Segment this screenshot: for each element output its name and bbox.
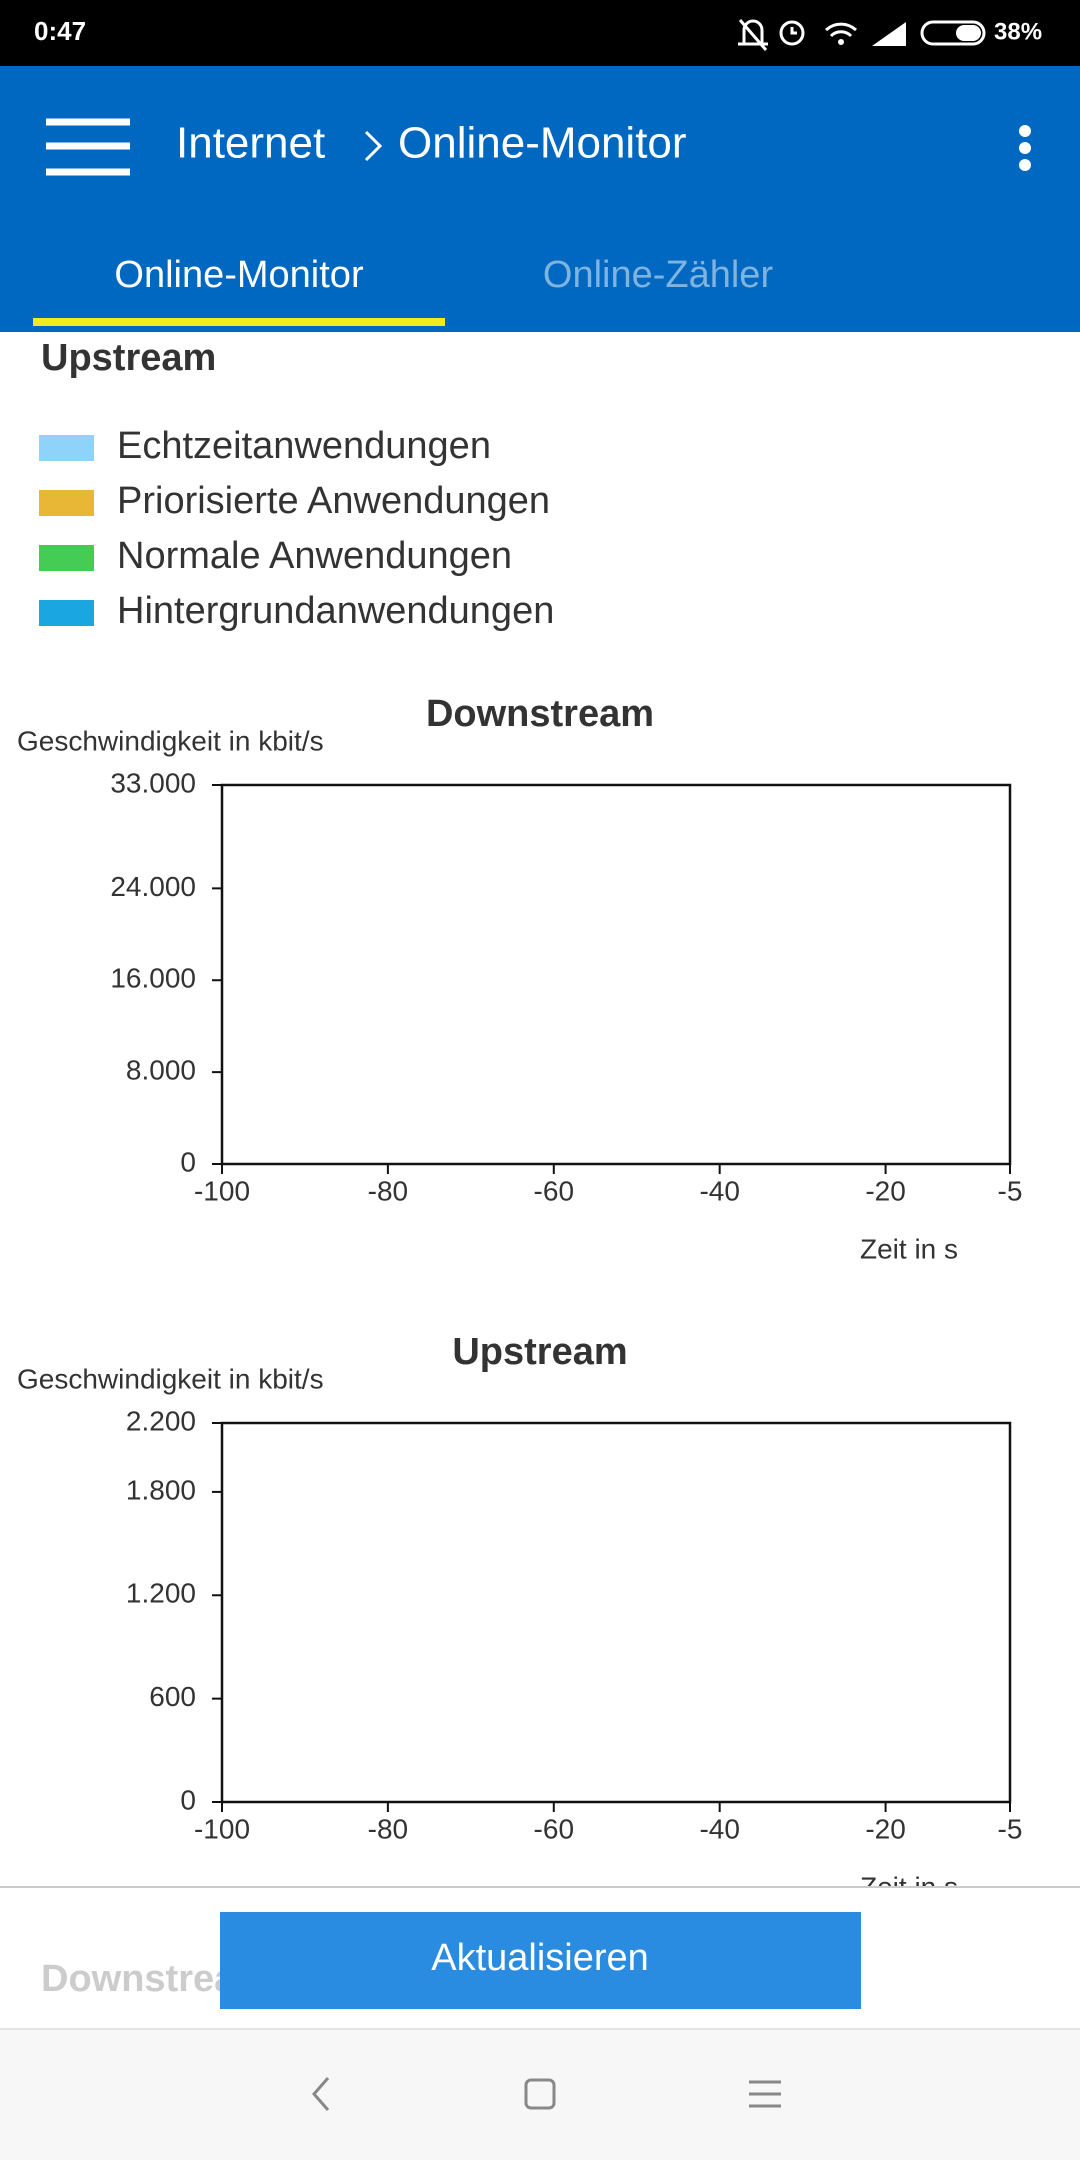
tab[interactable]: Online-Zähler: [543, 254, 774, 296]
legend-swatch: [39, 600, 94, 626]
x-tick-label: -80: [368, 1813, 408, 1844]
battery-level: [956, 25, 981, 41]
legend-label: Normale Anwendungen: [117, 535, 512, 577]
x-tick-label: -20: [865, 1813, 905, 1844]
nav-recents[interactable]: [749, 2080, 781, 2108]
nav-bar: [0, 2029, 1080, 2160]
refresh-button[interactable]: [220, 1912, 861, 2009]
tab-indicator: [33, 318, 445, 326]
chart-title: Downstream: [426, 693, 654, 735]
y-tick-label: 0: [180, 1784, 196, 1815]
y-tick-label: 0: [180, 1146, 196, 1177]
nav-home[interactable]: [524, 2078, 556, 2110]
legend-label: Hintergrundanwendungen: [117, 590, 554, 632]
menu-button[interactable]: [46, 118, 130, 176]
overflow-menu[interactable]: [1019, 125, 1031, 171]
x-axis-label: Zeit in s: [860, 1233, 958, 1264]
breadcrumb-separator: [364, 130, 383, 162]
x-tick-label: -20: [865, 1175, 905, 1206]
x-tick-label: -100: [194, 1175, 250, 1206]
status-icons: [738, 19, 986, 51]
chart-title: Upstream: [452, 1331, 627, 1373]
section-title: Upstream: [41, 337, 216, 379]
y-tick-label: 33.000: [110, 767, 196, 798]
legend-swatch: [39, 435, 94, 461]
plot-area: [220, 1421, 1012, 1804]
signal-icon: [872, 22, 906, 46]
y-tick-label: 1.800: [126, 1474, 196, 1505]
y-tick-label: 16.000: [110, 963, 196, 994]
y-tick-label: 8.000: [126, 1055, 196, 1086]
x-tick-label: -5: [998, 1813, 1023, 1844]
status-bar: [0, 0, 1080, 66]
legend: Echtzeitanwendungen Priorisierte Anwendun…: [39, 425, 554, 632]
x-tick-label: -100: [194, 1813, 250, 1844]
plot-area: [220, 783, 1012, 1166]
wifi-dot: [838, 39, 844, 45]
charts: Downstream Geschwindigkeit in kbit/s 0 8.00…: [17, 693, 1022, 1902]
y-tick-label: 600: [149, 1681, 196, 1712]
nav-back[interactable]: [312, 2077, 330, 2111]
legend-label: Echtzeitanwendungen: [117, 425, 491, 467]
legend-swatch: [39, 490, 94, 516]
x-tick-label: -60: [534, 1813, 574, 1844]
legend-swatch: [39, 545, 94, 571]
y-tick-label: 1.200: [126, 1578, 196, 1609]
x-tick-label: -5: [998, 1175, 1023, 1206]
y-axis-label: Geschwindigkeit in kbit/s: [17, 725, 324, 756]
tab-active[interactable]: Online-Monitor: [114, 254, 364, 296]
legend-label: Priorisierte Anwendungen: [117, 480, 550, 522]
x-tick-label: -60: [534, 1175, 574, 1206]
status-time: 0:47: [34, 16, 86, 46]
battery-text: 38%: [994, 18, 1042, 45]
x-tick-label: -40: [699, 1175, 739, 1206]
x-tick-label: -40: [699, 1813, 739, 1844]
app-bar: [0, 66, 1080, 332]
breadcrumb-parent[interactable]: Internet: [176, 119, 325, 168]
page-title: Online-Monitor: [398, 119, 687, 168]
refresh-button-label[interactable]: Aktualisieren: [431, 1937, 649, 1979]
x-tick-label: -80: [368, 1175, 408, 1206]
y-tick-label: 2.200: [126, 1405, 196, 1436]
y-axis-label: Geschwindigkeit in kbit/s: [17, 1363, 324, 1394]
y-tick-label: 24.000: [110, 871, 196, 902]
